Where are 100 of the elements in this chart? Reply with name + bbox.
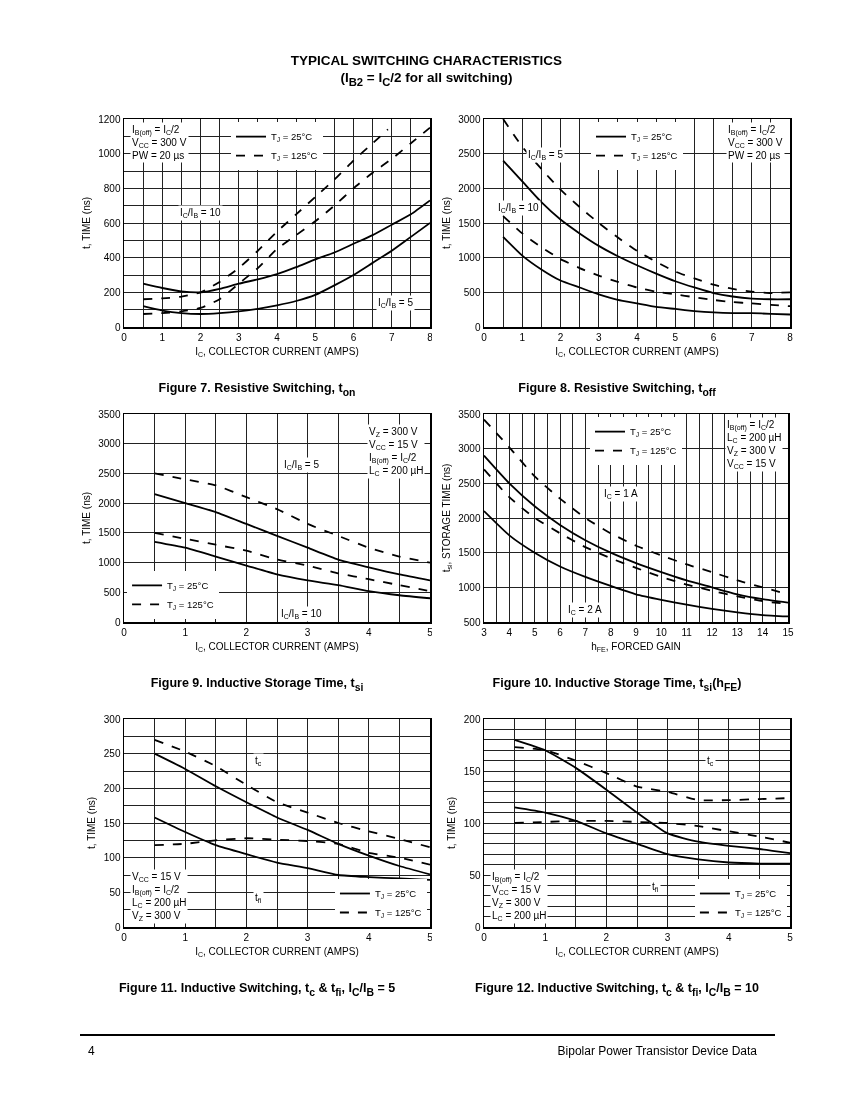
x-tick-label: 2: [557, 331, 564, 343]
legend-label: T$_{J}$ = 125°C: [630, 445, 677, 458]
y-tick-label: 500: [463, 616, 481, 628]
y-tick-label: 150: [103, 817, 121, 829]
x-tick-label: 12: [706, 626, 718, 638]
y-tick-label: 3000: [98, 438, 121, 450]
annotation: I$_{C}$/I$_{B}$ = 10: [498, 202, 540, 215]
annotation: I$_{C}$/I$_{B}$ = 5: [284, 459, 320, 472]
x-tick-label: 3: [595, 331, 602, 343]
annotation: t$_{fi}$: [255, 892, 262, 905]
x-axis-title: I$_{C}$, COLLECTOR CURRENT (AMPS): [195, 640, 359, 653]
y-axis-title: t, TIME (ns): [80, 196, 92, 250]
x-tick-label: 4: [634, 331, 641, 343]
x-tick-label: 9: [633, 626, 640, 638]
text: I$_{B(off)}$ = I$_{C}$/2 V$_{CC}$ = 300 V PW = 20 µs: [728, 124, 783, 161]
x-tick-label: 15: [782, 626, 794, 638]
x-tick-label: 3: [481, 626, 488, 638]
y-tick-label: 1000: [98, 557, 121, 569]
y-tick-label: 1500: [458, 217, 481, 229]
text: Figure 7. Resistive Switching, t$_{on}$: [157, 381, 357, 398]
y-tick-label: 50: [109, 886, 121, 898]
y-tick-label: 2500: [458, 477, 481, 489]
text: Bipolar Power Transistor Device Data: [557, 1044, 757, 1058]
chart-title: Figure 12. Inductive Switching, t$_{c}$ & t$_{fi}$, I$_{C}$/I$_{B}$ = 10: [475, 981, 759, 998]
x-tick-label: 5: [312, 331, 319, 343]
x-tick-label: 4: [726, 931, 733, 943]
line-series: [153, 531, 430, 592]
y-tick-label: 50: [469, 869, 481, 881]
y-tick-label: 1500: [458, 547, 481, 559]
y-tick-label: 3500: [98, 408, 121, 420]
x-tick-label: 10: [655, 626, 668, 638]
x-axis-title: I$_{C}$, COLLECTOR CURRENT (AMPS): [195, 345, 359, 358]
x-tick-label: 4: [366, 931, 373, 943]
text: TYPICAL SWITCHING CHARACTERISTICS: [289, 52, 564, 69]
x-tick-label: 2: [197, 331, 204, 343]
y-axis-title: t, TIME (ns): [440, 196, 452, 250]
y-tick-label: 1500: [98, 527, 121, 539]
y-tick-label: 0: [114, 616, 121, 628]
y-tick-label: 0: [114, 321, 121, 333]
x-tick-label: 2: [243, 626, 250, 638]
text: V$_{Z}$ = 300 V V$_{CC}$ = 15 V I$_{B(off)}$ = I$_{C}$/2 L$_{C}$ = 200 µH: [369, 426, 424, 478]
y-tick-label: 2500: [458, 148, 481, 160]
y-tick-label: 300: [103, 713, 121, 725]
text: I$_{B(off)}$ = I$_{C}$/2 V$_{CC}$ = 15 V V$_{Z}$ = 300 V L$_{C}$ = 200 µH: [492, 871, 547, 923]
annotation: I$_{C}$/I$_{B}$ = 5: [378, 297, 414, 310]
y-tick-label: 2500: [98, 467, 121, 479]
x-tick-label: 7: [388, 331, 395, 343]
y-tick-label: 1000: [458, 581, 481, 593]
y-tick-label: 200: [103, 782, 121, 794]
annotation: t$_{fi}$: [652, 881, 659, 894]
x-axis-title: I$_{C}$, COLLECTOR CURRENT (AMPS): [555, 945, 719, 958]
annotation: I$_{C}$ = 1 A: [604, 488, 639, 501]
x-tick-label: 1: [182, 626, 189, 638]
y-tick-label: 150: [463, 765, 481, 777]
x-axis-title: I$_{C}$, COLLECTOR CURRENT (AMPS): [555, 345, 719, 358]
x-tick-label: 3: [304, 931, 311, 943]
x-tick-label: 3: [304, 626, 311, 638]
y-tick-label: 100: [463, 817, 481, 829]
text: Figure 10. Inductive Storage Time, t$_{si}$(h$_{FE}$): [491, 676, 743, 693]
x-tick-label: 14: [757, 626, 769, 638]
annotation: I$_{C}$/I$_{B}$ = 5: [528, 149, 564, 162]
x-tick-label: 5: [787, 931, 794, 943]
x-tick-label: 3: [664, 931, 671, 943]
y-tick-label: 3000: [458, 443, 481, 455]
annotation: t$_{c}$: [255, 755, 262, 768]
text: I$_{B(off)}$ = I$_{C}$/2 V$_{CC}$ = 300 V PW = 20 µs: [132, 124, 187, 161]
legend-label: T$_{J}$ = 125°C: [374, 907, 422, 920]
y-tick-label: 250: [103, 748, 121, 760]
y-tick-label: 2000: [458, 512, 481, 524]
x-tick-label: 6: [710, 331, 717, 343]
legend-label: T$_{J}$ = 25°C: [734, 888, 777, 901]
x-tick-label: 6: [557, 626, 564, 638]
x-tick-label: 5: [427, 931, 434, 943]
x-tick-label: 7: [748, 331, 755, 343]
legend-label: T$_{J}$ = 125°C: [734, 907, 782, 920]
y-tick-label: 200: [103, 286, 121, 298]
y-axis-title: t, TIME (ns): [86, 796, 98, 850]
y-tick-label: 0: [474, 921, 481, 933]
x-axis-title: I$_{C}$, COLLECTOR CURRENT (AMPS): [195, 945, 359, 958]
x-tick-label: 2: [603, 931, 610, 943]
x-tick-label: 5: [531, 626, 538, 638]
legend-label: T$_{J}$ = 125°C: [167, 599, 214, 612]
legend-label: T$_{J}$ = 25°C: [631, 131, 673, 144]
x-tick-label: 8: [427, 331, 434, 343]
y-tick-label: 0: [114, 921, 121, 933]
x-tick-label: 8: [787, 331, 794, 343]
legend-label: T$_{J}$ = 125°C: [631, 150, 678, 163]
annotation: t$_{c}$: [707, 755, 714, 768]
x-tick-label: 11: [681, 626, 693, 638]
legend-label: T$_{J}$ = 25°C: [374, 888, 417, 901]
text: I$_{B(off)}$ = I$_{C}$/2 L$_{C}$ = 200 µH V$_{Z}$ = 300 V V$_{CC}$ = 15 V: [727, 419, 782, 471]
x-tick-label: 2: [243, 931, 250, 943]
y-tick-label: 100: [103, 852, 121, 864]
annotation: I$_{C}$/I$_{B}$ = 10: [281, 608, 323, 621]
y-tick-label: 1000: [458, 252, 481, 264]
x-tick-label: 1: [159, 331, 166, 343]
y-tick-label: 2000: [98, 497, 121, 509]
y-tick-label: 500: [103, 586, 121, 598]
x-tick-label: 4: [274, 331, 281, 343]
legend-label: T$_{J}$ = 25°C: [630, 426, 672, 439]
